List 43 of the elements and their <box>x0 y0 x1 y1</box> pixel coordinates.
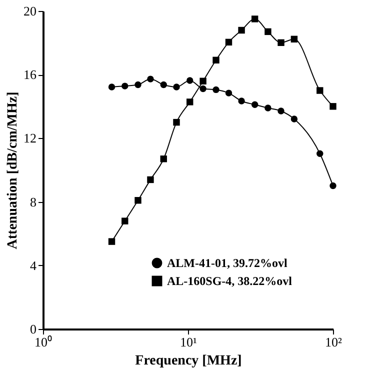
point <box>278 108 284 114</box>
x-axis-title: Frequency [MHz] <box>135 354 242 368</box>
point <box>225 38 232 46</box>
y-tick-label: 4 <box>30 258 37 273</box>
point <box>122 218 128 224</box>
point <box>200 78 206 84</box>
y-axis-title: Attenuation [dB/cm/MHz] <box>6 92 20 250</box>
point <box>134 81 142 88</box>
point <box>290 116 298 122</box>
point <box>147 176 154 184</box>
x-tick-label: 10¹ <box>180 334 198 350</box>
point <box>186 77 194 84</box>
point <box>173 84 180 90</box>
point <box>225 90 232 96</box>
point <box>108 84 116 90</box>
point <box>147 76 154 82</box>
point <box>134 197 142 204</box>
point <box>264 104 272 112</box>
point <box>160 156 167 162</box>
y-tick-label: 20 <box>24 4 36 18</box>
point <box>238 26 245 34</box>
x-tick-label: 10⁰ <box>34 334 52 350</box>
point <box>251 101 258 108</box>
point <box>160 81 167 88</box>
point <box>200 85 206 92</box>
point <box>122 82 128 90</box>
point <box>278 39 284 46</box>
point <box>108 238 116 245</box>
x-tick-label: 10² <box>325 334 342 350</box>
y-tick-label: 16 <box>24 67 37 82</box>
y-tick-label: 0 <box>30 322 36 336</box>
point <box>173 118 180 126</box>
point <box>264 28 272 36</box>
point <box>290 36 298 42</box>
point <box>238 98 245 104</box>
point <box>212 56 220 64</box>
point <box>186 98 194 106</box>
legend-label: AL-160SG-4, 38.22%ovl <box>167 274 293 288</box>
y-tick-label: 8 <box>30 194 36 210</box>
y-tick-label: 12 <box>24 130 36 146</box>
legend-label: ALM-41-01, 39.72%ovl <box>167 256 288 270</box>
point <box>251 16 258 22</box>
point <box>212 86 220 94</box>
